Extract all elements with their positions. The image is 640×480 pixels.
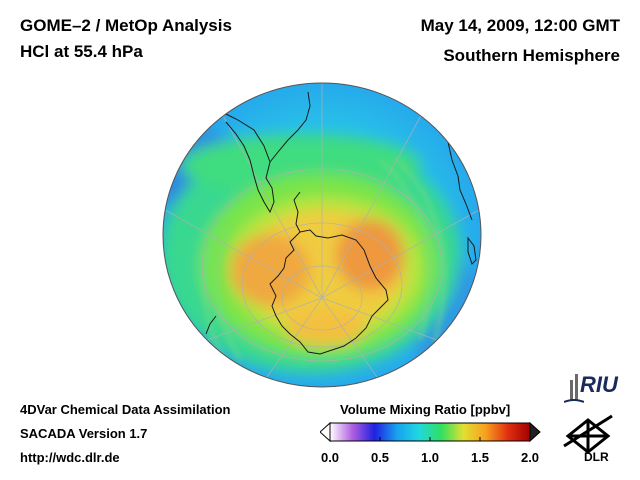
madagascar-coast <box>467 236 477 265</box>
colorbar-max-arrow <box>529 421 541 443</box>
colorbar-min-arrow <box>320 421 331 443</box>
date-time-label: May 14, 2009, 12:00 GMT <box>420 16 620 35</box>
colorbar-tick-label: 0.5 <box>370 450 390 465</box>
map-title: GOME–2 / MetOp Analysis <box>20 16 232 35</box>
new-zealand-coast <box>205 315 217 335</box>
footer-url[interactable]: http://wdc.dlr.de <box>20 450 120 465</box>
footer-version: SACADA Version 1.7 <box>20 426 148 441</box>
colorbar <box>320 421 541 443</box>
antarctic-peninsula <box>293 191 301 233</box>
dlr-logo-text: DLR <box>584 450 609 464</box>
riu-logo-text: RIU <box>580 372 618 397</box>
hemisphere-globe <box>162 82 482 388</box>
colorbar-tick-label: 0.0 <box>320 450 340 465</box>
map-subtitle: HCl at 55.4 hPa <box>20 42 143 61</box>
colorbar-tick-label: 2.0 <box>520 450 540 465</box>
hcl-field <box>163 130 481 380</box>
region-label: Southern Hemisphere <box>443 46 620 65</box>
australia-coast <box>455 329 479 371</box>
colorbar-tick-label: 1.0 <box>420 450 440 465</box>
antarctica-coast <box>269 229 389 355</box>
colorbar-title: Volume Mixing Ratio [ppbv] <box>340 402 511 417</box>
globe-outline <box>162 82 482 388</box>
riu-logo-icon <box>564 374 584 403</box>
colorbar-ticks <box>329 437 531 441</box>
dlr-logo-icon <box>563 414 613 454</box>
footer-method: 4DVar Chemical Data Assimilation <box>20 402 231 417</box>
south-america-coast <box>221 111 275 214</box>
colorbar-tick-label: 1.5 <box>470 450 490 465</box>
south-america-east-coast <box>269 91 311 163</box>
